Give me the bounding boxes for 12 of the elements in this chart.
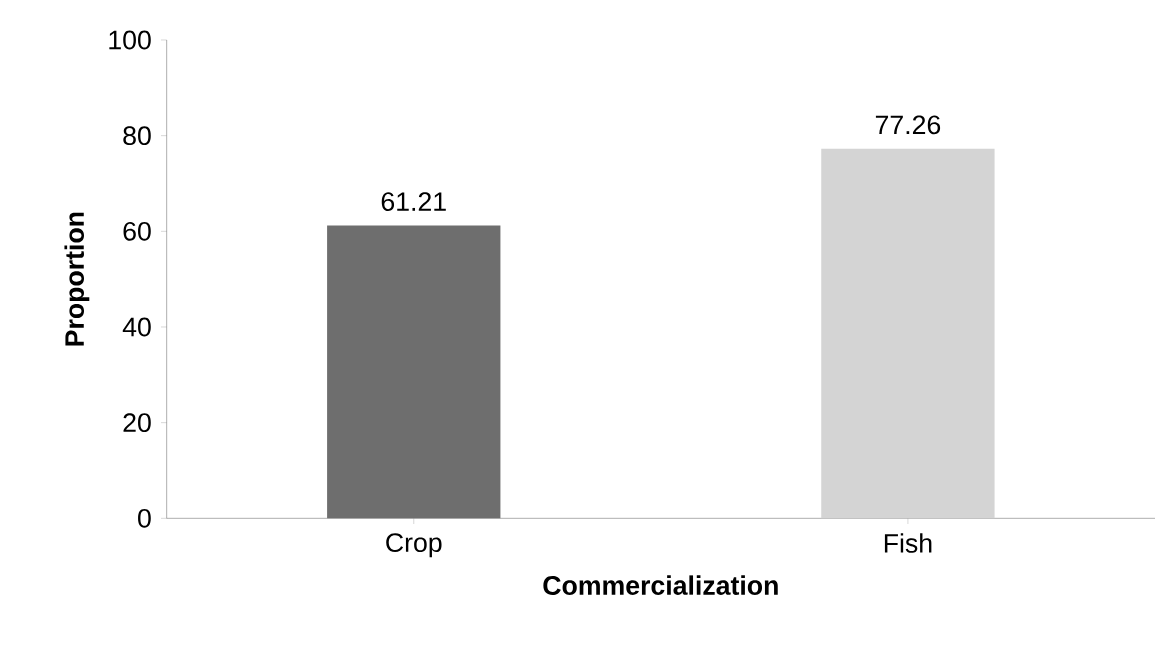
x-tick-label: Fish (884, 533, 932, 553)
data-label: 61.21 (381, 192, 446, 212)
data-label: 77.26 (875, 115, 941, 135)
y-tick-label: 80 (123, 126, 151, 146)
y-tick-label: 100 (109, 30, 151, 50)
y-tick-label: 0 (138, 508, 151, 528)
y-axis-title: Proportion (64, 212, 90, 346)
y-tick-label: 40 (122, 317, 151, 337)
x-axis-title: Commercialization (543, 575, 778, 595)
y-tick-label: 60 (123, 221, 151, 241)
x-tick-label: Crop (386, 533, 442, 558)
y-tick-label: 20 (123, 413, 151, 433)
